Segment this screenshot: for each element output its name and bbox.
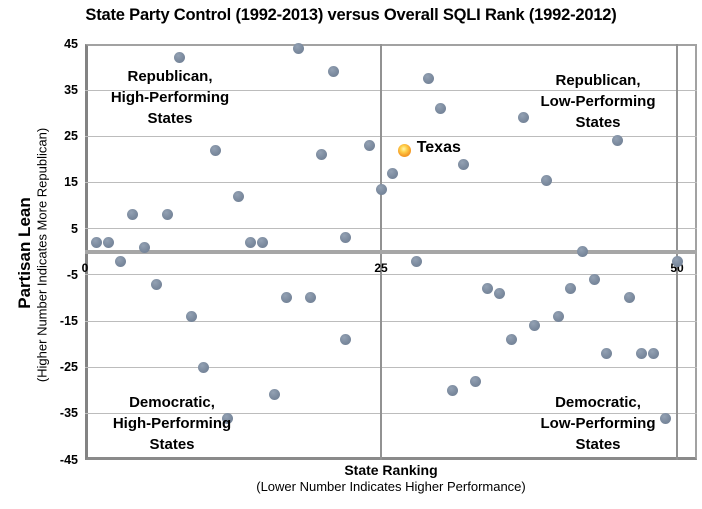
data-point: [458, 158, 470, 170]
quadrant-label-bottom-right: Democratic, Low-Performing States: [540, 394, 656, 453]
texas-data-point: [398, 143, 412, 157]
h-gridline: [85, 366, 697, 368]
data-point: [103, 237, 115, 248]
h-gridline: [85, 228, 697, 230]
data-point: [138, 241, 150, 253]
data-point: [221, 412, 233, 424]
h-gridline: [85, 89, 697, 91]
data-point: [446, 384, 458, 396]
data-point: [340, 232, 351, 244]
y-tick-label: 25: [64, 129, 78, 144]
data-point: [233, 190, 245, 202]
data-point: [553, 310, 565, 322]
data-point: [564, 283, 576, 295]
data-point: [375, 183, 387, 195]
data-point: [541, 174, 553, 186]
data-point: [659, 412, 671, 424]
data-point: [612, 135, 624, 147]
y-tick-label: -25: [59, 360, 78, 375]
h-gridline: [85, 135, 697, 137]
data-point: [576, 246, 588, 258]
quadrant-label-bottom-left: Democratic, High-Performing States: [112, 394, 232, 453]
y-tick-label: -15: [59, 314, 78, 328]
chart-title: State Party Control (1992-2013) versus O…: [85, 6, 617, 24]
texas-annotation-label: Texas: [416, 139, 461, 157]
data-point: [186, 310, 198, 322]
y-tick-label: -35: [59, 406, 78, 421]
y-axis-title: Partisan Lean: [15, 197, 34, 309]
data-point: [434, 103, 446, 115]
data-point: [517, 112, 529, 124]
data-point: [162, 209, 174, 221]
data-point: [197, 361, 209, 373]
data-point: [411, 255, 422, 267]
data-point: [257, 237, 269, 248]
x-tick-label: 25: [374, 261, 388, 275]
h-gridline: [85, 274, 697, 276]
data-point: [529, 320, 541, 332]
data-point: [363, 140, 375, 152]
y-tick-label: 15: [64, 175, 78, 190]
data-point: [316, 149, 328, 161]
y-tick-label: -45: [59, 452, 78, 467]
data-point: [340, 334, 351, 345]
data-point: [115, 255, 126, 267]
data-point: [209, 144, 221, 156]
y-tick-label: 35: [64, 83, 78, 98]
data-point: [636, 347, 647, 359]
data-point: [304, 292, 316, 304]
data-point: [126, 209, 138, 221]
y-tick-label: 5: [71, 221, 78, 236]
data-point: [470, 375, 482, 387]
data-point: [493, 287, 505, 299]
y-axis-subtitle: (Higher Number Indicates More Republican…: [34, 127, 50, 383]
data-point: [647, 347, 659, 359]
x-tick-label: 0: [81, 261, 89, 275]
x-axis-title: State Ranking: [344, 462, 438, 478]
zero-axis-line: [85, 249, 697, 254]
data-point: [671, 255, 683, 267]
h-gridline: [85, 412, 697, 414]
data-point: [588, 274, 600, 285]
y-tick-label: 45: [64, 36, 78, 51]
h-gridline: [85, 182, 697, 183]
data-point: [328, 66, 340, 78]
x-axis-subtitle: (Lower Number Indicates Higher Performan…: [256, 479, 526, 494]
data-point: [422, 73, 434, 85]
quadrant-label-top-left: Republican, High-Performing States: [110, 68, 230, 127]
data-point: [245, 237, 257, 248]
data-point: [280, 292, 292, 304]
data-point: [505, 334, 517, 345]
data-point: [268, 389, 280, 401]
data-point: [174, 52, 186, 64]
data-point: [292, 43, 304, 55]
h-gridline: [85, 320, 697, 322]
data-point: [600, 347, 612, 359]
data-point: [387, 167, 399, 179]
quadrant-label-top-right: Republican, Low-Performing States: [540, 72, 656, 131]
data-point: [91, 237, 103, 248]
data-point: [482, 283, 494, 295]
data-point: [150, 278, 162, 290]
y-tick-label: -5: [66, 267, 78, 282]
data-point: [624, 292, 636, 304]
